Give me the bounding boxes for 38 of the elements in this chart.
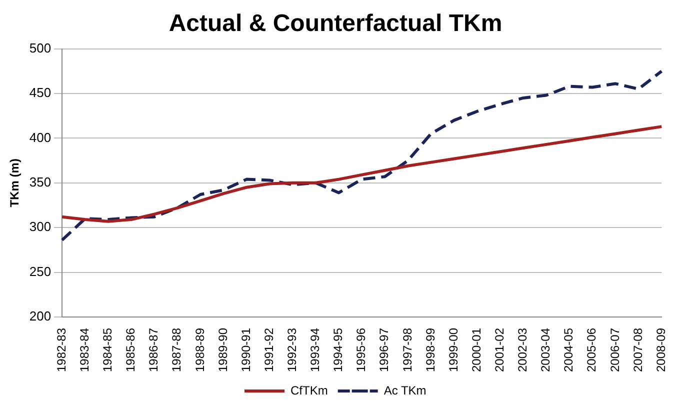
y-tick-label: 200 [29, 308, 52, 324]
x-tick-label: 2002-03 [516, 328, 530, 372]
x-tick-label: 1999-00 [446, 328, 460, 372]
x-tick-label: 2003-04 [538, 328, 553, 372]
y-tick-label: 450 [29, 85, 52, 100]
x-tick-label: 2008-09 [654, 328, 668, 372]
x-tick-label: 1994-95 [331, 328, 346, 372]
y-tick-label: 300 [29, 219, 52, 234]
x-tick-label: 1995-96 [354, 328, 368, 372]
x-tick-label: 1997-98 [400, 328, 414, 372]
y-tick-label: 250 [29, 264, 52, 279]
x-tick-label: 1996-97 [377, 328, 392, 372]
x-tick-label: 2000-01 [469, 328, 484, 372]
x-tick-label: 2001-02 [492, 328, 507, 372]
x-tick-label: 2004-05 [562, 328, 576, 372]
y-tick-label: 500 [29, 40, 52, 56]
x-tick-label: 1987-88 [170, 328, 184, 372]
x-tick-label: 1998-99 [423, 328, 438, 372]
x-tick-label: 1985-86 [124, 328, 138, 372]
x-tick-label: 1991-92 [262, 328, 276, 372]
x-tick-label: 1993-94 [308, 328, 322, 372]
x-tick-label: 1983-84 [77, 328, 92, 372]
x-tick-label: 1986-87 [146, 328, 161, 372]
x-tick-label: 1992-93 [284, 328, 299, 372]
y-axis-title: TKm (m) [8, 158, 22, 208]
x-tick-label: 1988-89 [192, 328, 207, 372]
x-tick-label: 1990-91 [238, 328, 253, 372]
y-tick-label: 350 [29, 174, 52, 190]
x-tick-label: 2007-08 [630, 328, 645, 372]
x-tick-label: 1989-90 [216, 328, 230, 372]
chart-title: Actual & Counterfactual TKm [168, 10, 502, 38]
x-tick-label: 1984-85 [100, 328, 115, 372]
x-tick-label: 2005-06 [584, 328, 599, 372]
legend-label: CfTKm [290, 383, 328, 398]
x-tick-label: 2006-07 [608, 328, 622, 372]
legend-label: Ac TKm [384, 383, 426, 398]
y-tick-label: 400 [29, 130, 52, 145]
x-tick-label: 1982-83 [54, 328, 68, 372]
